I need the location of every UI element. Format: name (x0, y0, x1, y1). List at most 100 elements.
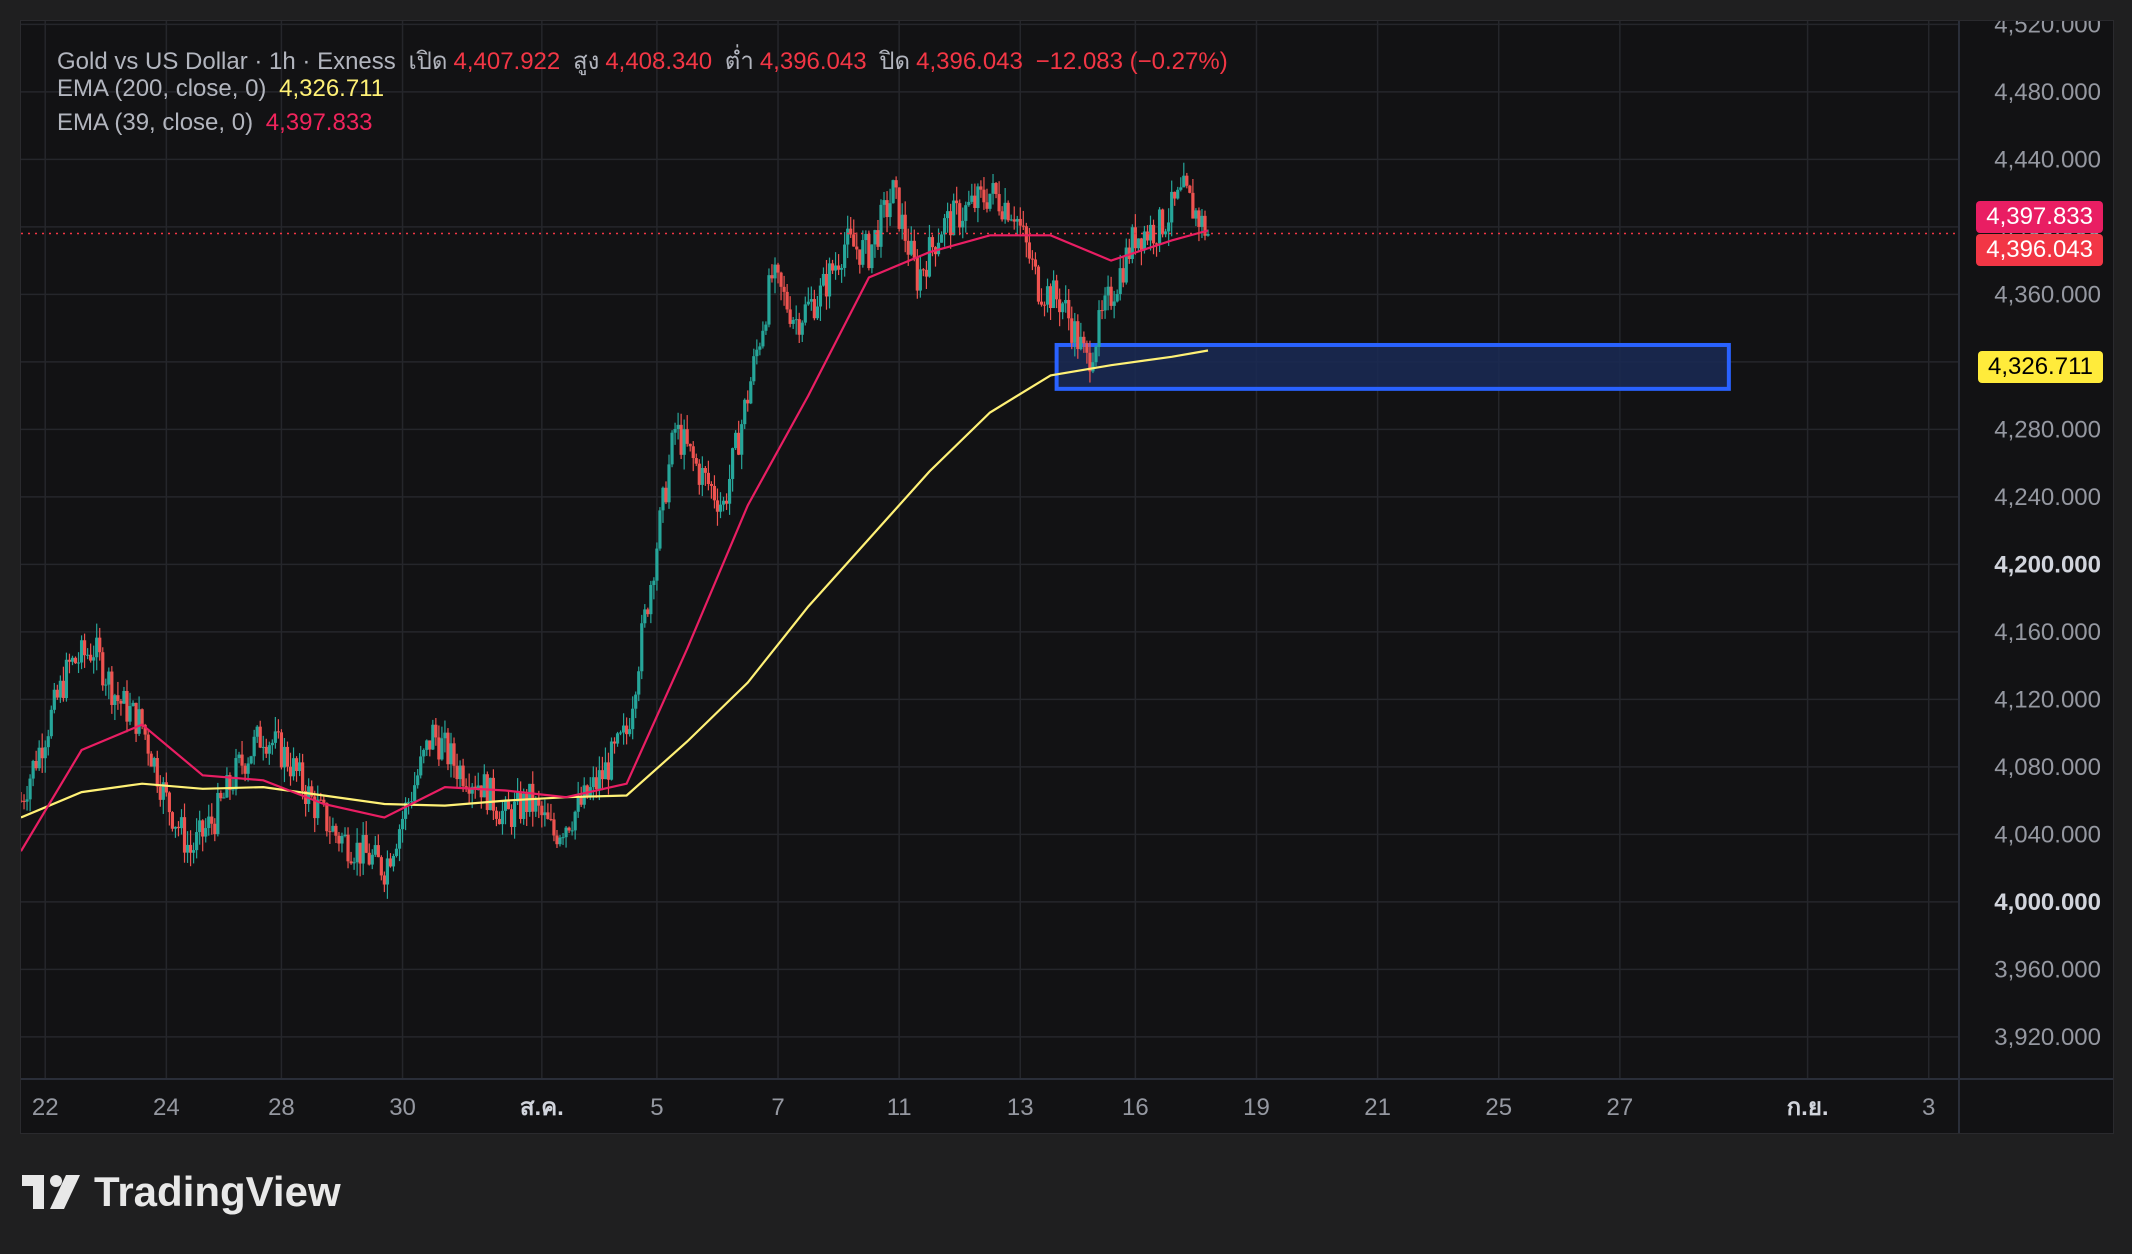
chart-frame[interactable]: 4,520.0004,480.0004,440.0004,400.0004,36… (20, 20, 2114, 1134)
candle-body (894, 180, 898, 188)
candle-body (752, 356, 756, 382)
candle-body (119, 700, 123, 704)
y-axis-tick-label: 4,120.000 (1994, 686, 2101, 713)
candle-body (1203, 215, 1207, 236)
candle-body (261, 746, 265, 748)
open-label: เปิด (408, 48, 448, 75)
ema39-label: EMA (39, close, 0) (57, 109, 254, 136)
candle-body (301, 762, 305, 791)
candle-body (1154, 243, 1159, 245)
ema39-price-tag: 4,397.833 (1976, 201, 2103, 233)
candle-body (991, 183, 995, 194)
candle-body (58, 680, 62, 698)
candle-body (594, 777, 598, 790)
candle-body (243, 765, 247, 774)
candle-body (249, 756, 253, 764)
candle-body (1145, 231, 1150, 241)
candle-body (291, 758, 296, 777)
candle-body (840, 267, 844, 270)
candle-body (322, 799, 326, 804)
candle-body (482, 774, 486, 798)
candle-body (67, 659, 72, 662)
candle-body (734, 432, 738, 449)
candle-body (591, 777, 595, 788)
candle-body (491, 777, 495, 811)
candle-body (158, 786, 162, 800)
candle-body (334, 825, 338, 836)
candle-body (76, 662, 81, 664)
candle-body (1197, 210, 1201, 227)
candle-body (207, 816, 211, 829)
candle-body (979, 186, 983, 190)
candle-body (785, 291, 789, 310)
candle-body (1179, 187, 1183, 190)
candle-body (973, 195, 977, 208)
candle-body (743, 399, 747, 425)
candle-body (328, 831, 332, 833)
candle-body (52, 689, 56, 710)
candle-body (582, 785, 586, 805)
candle-body (86, 654, 90, 656)
ema200-line (21, 349, 1209, 819)
candle-body (525, 793, 529, 812)
candle-body (134, 702, 138, 734)
candle-body (1112, 301, 1116, 306)
tradingview-logo[interactable]: TradingView (22, 1168, 341, 1216)
candle-body (270, 742, 274, 746)
candle-body (870, 244, 874, 269)
legend-ema39-row[interactable]: EMA (39, close, 0) 4,397.833 (57, 109, 379, 137)
candle-body (331, 825, 335, 832)
price-chart[interactable]: 4,520.0004,480.0004,440.0004,400.0004,36… (21, 21, 2113, 1133)
candle-body (443, 732, 447, 739)
candle-body (682, 429, 686, 455)
x-axis-tick-label: 24 (153, 1094, 180, 1121)
candle-body (216, 792, 220, 835)
candle-body (228, 775, 232, 790)
candle-body (113, 695, 117, 705)
candle-body (952, 200, 956, 236)
candle-body (104, 684, 108, 686)
candle-body (506, 800, 511, 810)
candle-body (1161, 209, 1165, 235)
legend-ema200-row[interactable]: EMA (200, close, 0) 4,326.711 (57, 75, 390, 103)
candle-body (758, 346, 762, 350)
candle-body (597, 770, 601, 790)
candle-body (740, 424, 744, 455)
candle-body (918, 269, 922, 291)
x-axis-tick-label: 21 (1364, 1094, 1391, 1121)
candle-body (715, 500, 720, 512)
candle-body (1036, 266, 1041, 302)
candle-body (1148, 224, 1153, 241)
candle-body (1064, 299, 1068, 304)
candle-body (891, 180, 895, 204)
candle-body (882, 200, 886, 205)
candle-body (615, 733, 620, 744)
candle-body (522, 793, 526, 819)
candle-body (213, 823, 217, 835)
candle-body (718, 504, 723, 512)
candle-body (625, 725, 629, 735)
candle-body (561, 837, 565, 839)
candle-body (942, 218, 947, 235)
close-label: ปิด (879, 48, 911, 75)
candle-body (906, 240, 910, 255)
candle-body (73, 657, 78, 664)
candle-body (967, 201, 971, 206)
candle-body (285, 746, 290, 767)
candle-body (830, 263, 835, 271)
candle-body (407, 801, 411, 803)
candle-body (143, 724, 147, 735)
candle-body (1003, 202, 1007, 220)
y-axis-tick-label: 3,960.000 (1994, 956, 2101, 983)
candle-body (836, 265, 841, 270)
candle-body (431, 724, 435, 750)
candle-body (852, 234, 856, 247)
candle-body (673, 428, 677, 433)
candle-body (976, 186, 980, 208)
candle-body (936, 242, 941, 255)
candle-body (379, 857, 383, 876)
candle-body (1012, 219, 1016, 222)
candle-body (192, 850, 196, 853)
candle-body (470, 786, 474, 794)
x-axis-tick-label: 13 (1007, 1094, 1034, 1121)
